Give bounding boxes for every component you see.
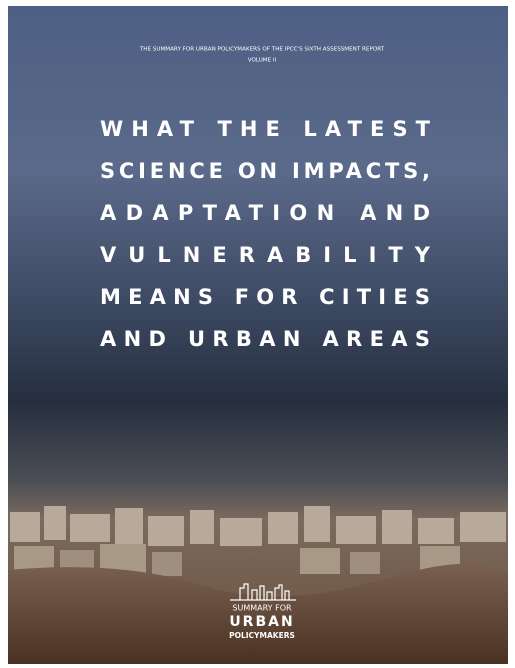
header-volume: VOLUME II — [248, 58, 277, 64]
header-subtitle: THE SUMMARY FOR URBAN POLICYMAKERS OF TH… — [139, 47, 385, 53]
title-line: SCIENCE ON IMPACTS, — [100, 159, 430, 183]
cover: THE SUMMARY FOR URBAN POLICYMAKERS OF TH… — [0, 0, 515, 668]
title-line: AND URBAN AREAS — [100, 327, 430, 351]
logo-line2: URBAN — [229, 614, 294, 630]
logo-line1: SUMMARY FOR — [232, 604, 292, 613]
logo-line3: POLICYMAKERS — [229, 631, 295, 640]
title-line: MEANS FOR CITIES — [100, 285, 430, 309]
page: {"header": {"subtitle": "THE SUMMARY FOR… — [0, 0, 515, 668]
